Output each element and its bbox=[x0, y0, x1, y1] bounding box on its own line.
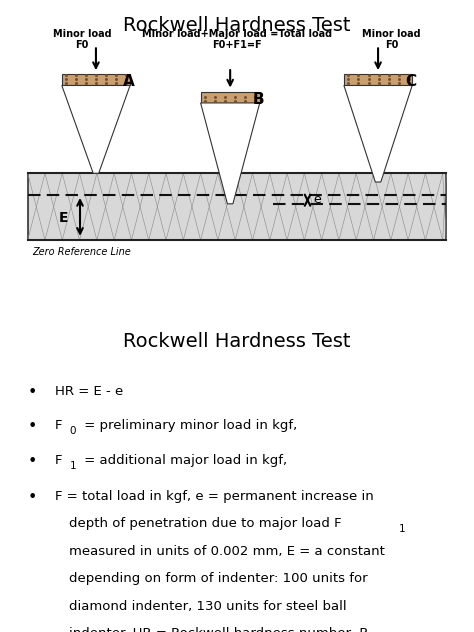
Bar bbox=[201, 92, 260, 103]
Text: Rockwell Hardness Test: Rockwell Hardness Test bbox=[123, 332, 351, 351]
Text: measured in units of 0.002 mm, E = a constant: measured in units of 0.002 mm, E = a con… bbox=[69, 545, 384, 557]
Text: e: e bbox=[313, 193, 321, 206]
Text: Minor load: Minor load bbox=[363, 29, 421, 39]
Text: F0: F0 bbox=[75, 40, 89, 50]
Polygon shape bbox=[62, 85, 130, 173]
Text: 1: 1 bbox=[399, 524, 405, 534]
Text: E: E bbox=[59, 210, 69, 224]
Text: •: • bbox=[27, 385, 37, 400]
Text: •: • bbox=[27, 490, 37, 505]
Bar bbox=[27, 173, 447, 240]
Text: F0+F1=F: F0+F1=F bbox=[212, 40, 262, 50]
Text: Rockwell Hardness Test: Rockwell Hardness Test bbox=[123, 16, 351, 35]
Text: depending on form of indenter: 100 units for: depending on form of indenter: 100 units… bbox=[69, 572, 367, 585]
Text: F: F bbox=[55, 419, 63, 432]
Text: indenter. HR = Rockwell hardness number, R: indenter. HR = Rockwell hardness number,… bbox=[69, 628, 368, 632]
Text: HR = E - e: HR = E - e bbox=[55, 385, 123, 398]
Bar bbox=[344, 75, 412, 85]
Text: C: C bbox=[405, 74, 417, 89]
Text: Minor load+Major load =Total load: Minor load+Major load =Total load bbox=[142, 29, 332, 39]
Text: •: • bbox=[27, 454, 37, 469]
Text: = additional major load in kgf,: = additional major load in kgf, bbox=[80, 454, 287, 466]
Polygon shape bbox=[344, 85, 412, 182]
Text: Minor load: Minor load bbox=[53, 29, 111, 39]
Text: = preliminary minor load in kgf,: = preliminary minor load in kgf, bbox=[80, 419, 297, 432]
Text: F: F bbox=[55, 454, 63, 466]
Text: diamond indenter, 130 units for steel ball: diamond indenter, 130 units for steel ba… bbox=[69, 600, 346, 613]
Text: B: B bbox=[253, 92, 264, 107]
Polygon shape bbox=[201, 103, 260, 204]
Text: •: • bbox=[27, 419, 37, 434]
Bar bbox=[62, 75, 130, 85]
Text: A: A bbox=[123, 74, 135, 89]
Text: depth of penetration due to major load F: depth of penetration due to major load F bbox=[69, 517, 341, 530]
Text: 1: 1 bbox=[70, 461, 76, 471]
Text: F0: F0 bbox=[385, 40, 399, 50]
Text: 0: 0 bbox=[70, 426, 76, 436]
Text: Zero Reference Line: Zero Reference Line bbox=[32, 247, 131, 257]
Text: F = total load in kgf, e = permanent increase in: F = total load in kgf, e = permanent inc… bbox=[55, 490, 374, 502]
